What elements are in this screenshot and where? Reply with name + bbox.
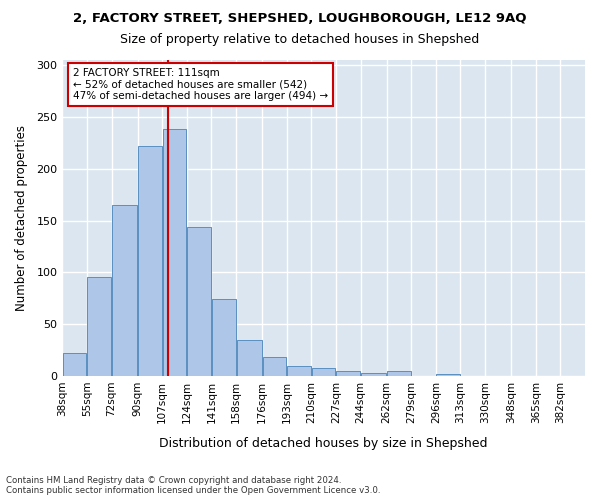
Y-axis label: Number of detached properties: Number of detached properties [15,125,28,311]
Bar [212,300,236,376]
Bar [112,205,137,376]
Text: 2 FACTORY STREET: 111sqm
← 52% of detached houses are smaller (542)
47% of semi-: 2 FACTORY STREET: 111sqm ← 52% of detach… [73,68,328,101]
Bar [63,354,86,376]
Text: Size of property relative to detached houses in Shepshed: Size of property relative to detached ho… [121,32,479,46]
Bar [138,146,162,376]
Bar [337,371,360,376]
Bar [361,373,386,376]
Text: Contains HM Land Registry data © Crown copyright and database right 2024.
Contai: Contains HM Land Registry data © Crown c… [6,476,380,495]
Bar [263,358,286,376]
Bar [163,130,187,376]
Bar [436,374,460,376]
Bar [88,276,111,376]
Text: 2, FACTORY STREET, SHEPSHED, LOUGHBOROUGH, LE12 9AQ: 2, FACTORY STREET, SHEPSHED, LOUGHBOROUG… [73,12,527,26]
Bar [312,368,335,376]
Bar [187,227,211,376]
Bar [236,340,262,376]
Bar [387,371,411,376]
X-axis label: Distribution of detached houses by size in Shepshed: Distribution of detached houses by size … [160,437,488,450]
Bar [287,366,311,376]
